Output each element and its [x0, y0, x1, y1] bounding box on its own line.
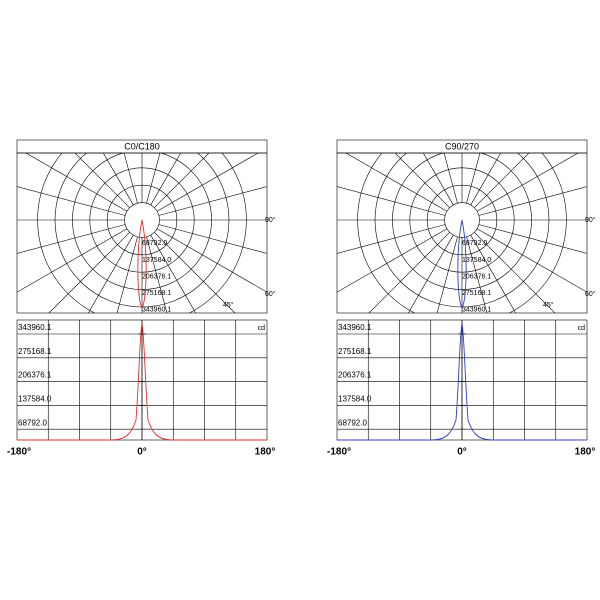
polar-spoke — [422, 153, 454, 206]
polar-spoke — [146, 236, 168, 313]
polar-spoke — [74, 153, 130, 208]
angle-label: 90° — [265, 216, 276, 224]
polar-spoke — [48, 232, 130, 313]
y-label: 343960.1 — [338, 323, 372, 332]
y-label: 137584.0 — [18, 395, 52, 404]
polar-spoke — [470, 234, 517, 313]
polar-spoke — [102, 153, 134, 206]
polar-spoke — [474, 232, 556, 313]
polar-spoke — [25, 153, 128, 212]
polar-spoke — [337, 186, 446, 216]
y-label: 275168.1 — [18, 347, 52, 356]
polar-spoke — [476, 153, 579, 212]
unit-label: cd — [578, 325, 586, 332]
angle-label: 60° — [265, 290, 276, 298]
y-label: 68792.0 — [18, 418, 47, 427]
polar-spoke — [150, 153, 182, 206]
polar-spoke — [17, 186, 126, 216]
y-label: 206376.1 — [18, 371, 52, 380]
polar-spoke — [123, 153, 138, 204]
ring-label: 275168.1 — [142, 290, 171, 297]
polar-spoke — [466, 236, 488, 313]
ring-label: 206376.1 — [462, 273, 491, 280]
polar-spoke — [478, 186, 587, 216]
angle-label: 45° — [543, 301, 554, 309]
ring-label: 206376.1 — [142, 273, 171, 280]
polar-spoke — [407, 234, 454, 313]
ring-label: 343960.1 — [142, 307, 171, 314]
y-label: 343960.1 — [18, 323, 52, 332]
unit-label: cd — [258, 325, 266, 332]
linear-curve — [17, 322, 267, 441]
x-label: 0° — [137, 447, 147, 458]
ring-label: 137584.0 — [462, 257, 491, 264]
polar-spoke — [154, 232, 236, 313]
polar-spoke — [443, 153, 458, 204]
polar-spoke — [150, 234, 197, 313]
ring-label: 343960.1 — [462, 307, 491, 314]
polar-spoke — [17, 224, 126, 254]
polar-spoke — [476, 228, 587, 293]
linear-curve — [337, 322, 587, 441]
polar-spoke — [87, 234, 134, 313]
polar-grid — [17, 153, 267, 313]
polar-curve — [457, 219, 467, 309]
ring-label: 68792.0 — [142, 240, 167, 247]
angle-label: 60° — [585, 290, 596, 298]
polar-grid — [337, 153, 587, 313]
polar-spoke — [116, 236, 138, 313]
polar-spoke — [337, 228, 448, 293]
polar-curve — [137, 219, 147, 309]
y-label: 68792.0 — [338, 418, 367, 427]
polar-spoke — [154, 153, 210, 208]
polar-spoke — [394, 153, 450, 208]
x-label: 0° — [457, 447, 467, 458]
polar-spoke — [368, 232, 450, 313]
ring-label: 275168.1 — [462, 290, 491, 297]
x-label: 180° — [575, 447, 596, 458]
polar-spoke — [156, 153, 259, 212]
panel-title: C0/C180 — [124, 141, 160, 151]
polar-spoke — [337, 224, 446, 254]
polar-spoke — [17, 228, 128, 293]
polar-spoke — [478, 224, 587, 254]
polar-spoke — [474, 153, 530, 208]
ring-label: 68792.0 — [462, 240, 487, 247]
x-label: -180° — [327, 447, 351, 458]
polar-spoke — [466, 153, 481, 204]
x-label: -180° — [7, 447, 31, 458]
polar-spoke — [146, 153, 161, 204]
angle-label: 45° — [223, 301, 234, 309]
y-label: 275168.1 — [338, 347, 372, 356]
polar-spoke — [470, 153, 502, 206]
x-label: 180° — [255, 447, 276, 458]
panel-title: C90/270 — [445, 141, 479, 151]
ring-label: 137584.0 — [142, 257, 171, 264]
polar-spoke — [345, 153, 448, 212]
polar-spoke — [158, 186, 267, 216]
polar-spoke — [156, 228, 267, 293]
polar-spoke — [158, 224, 267, 254]
polar-spoke — [436, 236, 458, 313]
y-label: 206376.1 — [338, 371, 372, 380]
angle-label: 90° — [585, 216, 596, 224]
y-label: 137584.0 — [338, 395, 372, 404]
